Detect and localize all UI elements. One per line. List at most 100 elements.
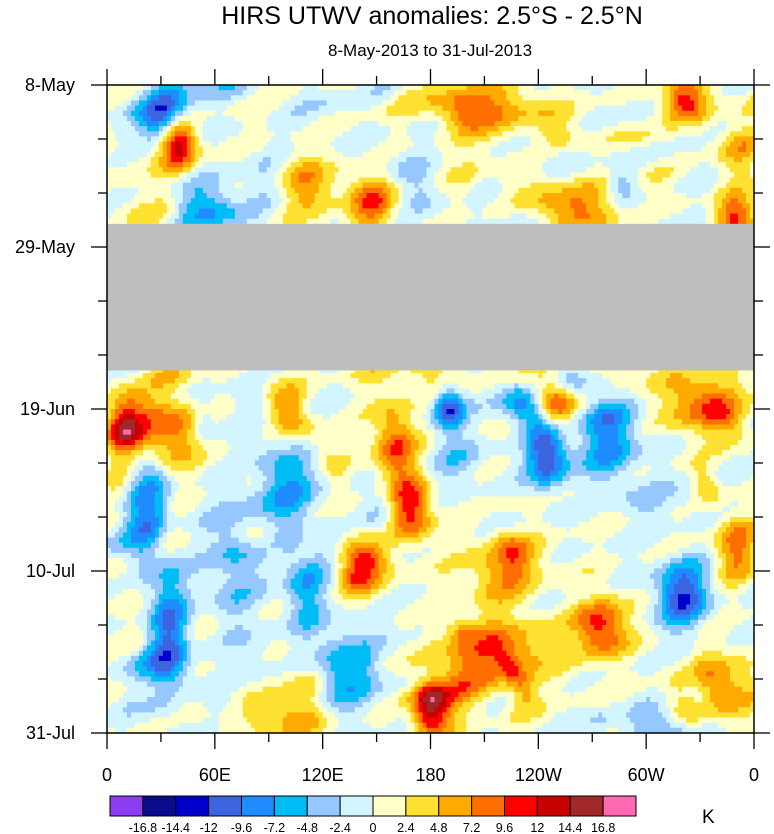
field-cell xyxy=(714,95,719,102)
field-cell xyxy=(666,187,671,194)
field-cell xyxy=(574,208,579,215)
field-cell xyxy=(382,136,388,143)
field-cell xyxy=(126,141,132,148)
field-cell xyxy=(242,85,248,91)
field-cell xyxy=(146,187,152,194)
field-cell xyxy=(194,203,200,210)
field-cell xyxy=(618,115,623,122)
field-cell xyxy=(554,100,559,107)
field-cell xyxy=(602,126,607,132)
field-cell xyxy=(670,218,675,225)
field-cell xyxy=(510,162,515,168)
field-cell xyxy=(410,187,416,194)
field-cell xyxy=(698,141,703,148)
field-cell xyxy=(210,131,216,138)
field-cell xyxy=(230,105,236,112)
field-cell xyxy=(142,146,148,153)
field-cell xyxy=(410,100,416,107)
field-cell xyxy=(438,110,444,117)
field-cell xyxy=(406,177,412,184)
field-cell xyxy=(486,95,491,102)
field-cell xyxy=(298,157,304,163)
field-cell xyxy=(242,131,248,138)
field-cell xyxy=(198,182,204,189)
field-cell xyxy=(338,100,344,107)
field-cell xyxy=(566,193,571,199)
field-cell xyxy=(598,208,603,215)
field-cell xyxy=(666,218,671,225)
field-cell xyxy=(146,131,152,138)
field-cell xyxy=(318,100,324,107)
field-cell xyxy=(718,172,723,179)
field-cell xyxy=(190,115,196,122)
field-cell xyxy=(118,198,124,204)
field-cell xyxy=(750,121,754,127)
field-cell xyxy=(438,131,444,138)
field-cell xyxy=(154,141,160,148)
field-cell xyxy=(146,115,152,122)
field-cell xyxy=(506,208,511,215)
field-cell xyxy=(118,187,124,194)
field-cell xyxy=(486,90,491,96)
field-cell xyxy=(282,110,288,117)
field-cell xyxy=(130,141,136,148)
field-cell xyxy=(238,90,244,96)
field-cell xyxy=(278,95,284,102)
field-cell xyxy=(706,110,711,117)
field-cell xyxy=(434,213,440,220)
field-cell xyxy=(482,208,488,215)
field-cell xyxy=(234,100,240,107)
field-cell xyxy=(746,193,751,199)
field-cell xyxy=(738,90,743,96)
field-cell xyxy=(342,121,348,127)
field-cell xyxy=(626,203,631,210)
field-cell xyxy=(290,218,296,225)
field-cell xyxy=(142,126,148,132)
field-cell xyxy=(470,115,476,122)
field-cell xyxy=(722,213,727,220)
field-cell xyxy=(614,193,619,199)
field-cell xyxy=(638,146,643,153)
field-cell xyxy=(258,198,264,204)
field-cell xyxy=(738,187,743,194)
field-cell xyxy=(386,151,392,158)
field-cell xyxy=(358,193,364,199)
field-cell xyxy=(330,203,336,210)
field-cell xyxy=(582,141,587,148)
field-cell xyxy=(638,121,643,127)
field-cell xyxy=(110,146,116,153)
field-cell xyxy=(598,90,603,96)
field-cell xyxy=(502,187,507,194)
field-cell xyxy=(670,208,675,215)
field-cell xyxy=(107,85,112,91)
field-cell xyxy=(442,90,448,96)
field-cell xyxy=(234,126,240,132)
field-cell xyxy=(618,162,623,168)
field-cell xyxy=(230,151,236,158)
field-cell xyxy=(318,110,324,117)
field-cell xyxy=(714,121,719,127)
field-cell xyxy=(142,187,148,194)
field-cell xyxy=(502,105,507,112)
field-cell xyxy=(686,172,691,179)
field-cell xyxy=(230,177,236,184)
field-cell xyxy=(226,167,232,174)
field-cell xyxy=(218,115,224,122)
field-cell xyxy=(202,213,208,220)
field-cell xyxy=(514,172,519,179)
field-cell xyxy=(122,157,128,163)
field-cell xyxy=(542,218,547,225)
field-cell xyxy=(454,187,460,194)
field-cell xyxy=(630,167,635,174)
field-cell xyxy=(654,208,659,215)
field-cell xyxy=(698,157,703,163)
field-cell xyxy=(146,110,152,117)
field-cell xyxy=(130,146,136,153)
field-cell xyxy=(446,198,452,204)
field-cell xyxy=(274,85,280,91)
field-cell xyxy=(474,172,480,179)
field-cell xyxy=(302,167,308,174)
field-cell xyxy=(642,115,647,122)
field-cell xyxy=(274,146,280,153)
field-cell xyxy=(678,110,683,117)
